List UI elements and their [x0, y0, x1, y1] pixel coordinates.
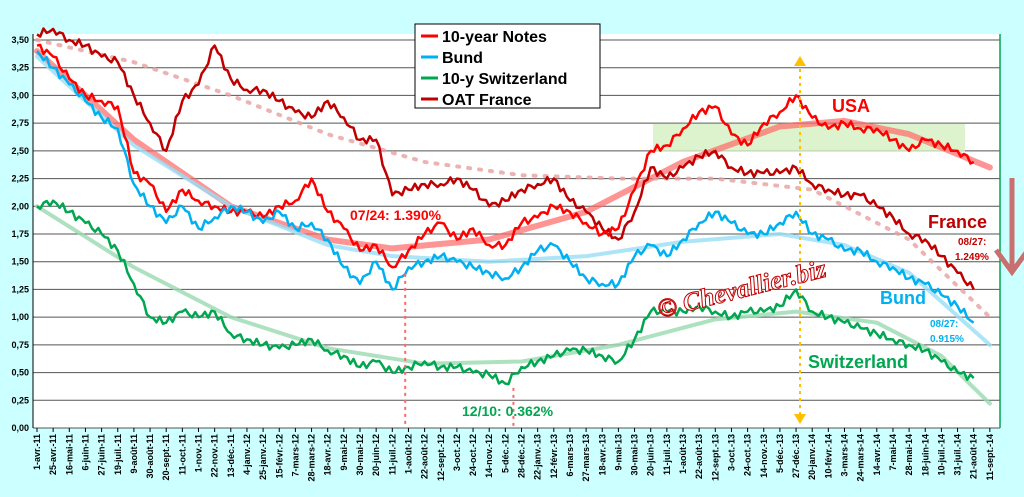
up-arrow-icon: [794, 56, 806, 66]
x-tick-label: 22-janv.-13: [533, 434, 543, 480]
x-tick-label: 20-janv.-14: [807, 434, 817, 480]
x-tick-label: 25-janv.-12: [258, 434, 268, 480]
x-tick-label: 6-juin-11: [80, 434, 90, 471]
x-tick-label: 30-mai-12: [355, 434, 365, 476]
x-tick-label: 24-oct.-13: [743, 434, 753, 476]
x-tick-label: 9-mai-12: [339, 434, 349, 471]
x-tick-label: 7-mai-14: [888, 434, 898, 471]
switzerland-label: Switzerland: [808, 352, 908, 372]
x-tick-label: 11-juil.-13: [662, 434, 672, 475]
x-tick-label: 22-août-13: [694, 434, 704, 479]
y-tick-label: 1,25: [11, 284, 29, 294]
legend: [414, 23, 601, 109]
x-tick-label: 7-mars-12: [290, 434, 300, 477]
x-tick-label: 4-janv.-12: [242, 434, 252, 475]
x-tick-label: 27-mars-13: [581, 434, 591, 482]
y-tick-label: 0,50: [11, 368, 29, 378]
x-tick-label: 1-nov.-11: [194, 434, 204, 472]
x-tick-label: 3-oct.-12: [452, 434, 462, 471]
x-tick-label: 20-juin-12: [371, 434, 381, 476]
x-tick-label: 12-févr.-13: [549, 434, 559, 479]
x-tick-label: 20-sept.-11: [161, 434, 171, 481]
x-tick-label: 22-août-12: [420, 434, 430, 479]
series-line-oat-france: [36, 27, 975, 290]
x-tick-label: 30-août-11: [145, 434, 155, 479]
x-tick-label: 1-août-12: [403, 434, 413, 474]
x-tick-label: 11-oct.-11: [177, 434, 187, 475]
series-line-bund: [36, 50, 975, 324]
x-tick-label: 22-nov.-11: [210, 434, 220, 477]
y-tick-label: 3,50: [11, 35, 29, 45]
bund-label: Bund: [880, 288, 926, 308]
y-tick-label: 0,00: [11, 423, 29, 433]
x-tick-label: 31-juil.-14: [953, 434, 963, 476]
x-tick-label: 11-sept.-14: [985, 434, 995, 481]
bund-last-value: 0.915%: [930, 334, 964, 345]
x-tick-label: 10-févr.-14: [823, 434, 833, 479]
y-tick-label: 2,00: [11, 201, 29, 211]
x-tick-label: 27-déc.-13: [791, 434, 801, 478]
france-last-value: 1.249%: [955, 252, 989, 263]
x-tick-label: 9-août-11: [129, 434, 139, 474]
x-tick-label: 1-août-13: [678, 434, 688, 474]
x-tick-label: 1-avr.-11: [32, 434, 42, 470]
x-tick-label: 13-déc.-11: [226, 434, 236, 478]
x-tick-label: 21-août-14: [969, 434, 979, 479]
x-tick-label: 18-avr.-12: [323, 434, 333, 476]
france-last-date: 08/27:: [958, 237, 986, 248]
trend-line: [35, 204, 992, 406]
y-tick-label: 1,75: [11, 229, 29, 239]
legend-label: Bund: [442, 50, 483, 67]
x-tick-label: 18-avr.-13: [597, 434, 607, 476]
ch-low-annotation: 12/10: 0.362%: [462, 403, 554, 419]
series-line-10-y-switzerland: [36, 199, 975, 386]
series-line-10-year-notes: [36, 43, 975, 269]
y-tick-label: 2,75: [11, 118, 29, 128]
y-tick-label: 0,25: [11, 395, 29, 405]
x-tick-label: 28-mars-12: [307, 434, 317, 482]
y-tick-label: 2,50: [11, 146, 29, 156]
x-tick-label: 28-déc.-12: [517, 434, 527, 478]
x-tick-label: 12-sept.-13: [710, 434, 720, 481]
x-tick-label: 9-mai-13: [613, 434, 623, 471]
big-down-arrow: [993, 178, 1024, 277]
x-tick-label: 15-févr.-12: [274, 434, 284, 479]
x-tick-label: 6-mars-13: [565, 434, 575, 477]
x-tick-label: 24-mars-14: [856, 434, 866, 482]
y-tick-label: 1,50: [11, 257, 29, 267]
x-tick-label: 20-juin-13: [646, 434, 656, 476]
us-low-annotation: 07/24: 1.390%: [350, 207, 442, 223]
y-tick-label: 0,75: [11, 340, 29, 350]
legend-label: 10-y Switzerland: [442, 71, 567, 88]
x-tick-label: 10-juil.-14: [936, 434, 946, 476]
x-tick-label: 11-juil.-12: [387, 434, 397, 475]
x-tick-label: 14-avr.-14: [872, 434, 882, 476]
x-tick-label: 5-déc.-12: [500, 434, 510, 473]
x-tick-label: 27-juin-11: [97, 434, 107, 476]
y-tick-label: 2,25: [11, 174, 29, 184]
x-tick-label: 24-oct.-12: [468, 434, 478, 476]
x-tick-label: 3-mars-14: [840, 434, 850, 477]
x-tick-label: 18-juin-14: [920, 434, 930, 476]
x-tick-label: 5-déc.-13: [775, 434, 785, 473]
x-tick-label: 14-nov.-12: [484, 434, 494, 478]
down-arrow-icon: [794, 414, 806, 424]
france-label: France: [928, 212, 987, 232]
y-tick-label: 3,00: [11, 90, 29, 100]
x-tick-label: 16-mai-11: [64, 434, 74, 475]
usa-label: USA: [832, 96, 870, 116]
x-tick-label: 3-oct.-13: [726, 434, 736, 471]
x-tick-label: 12-sept.-12: [436, 434, 446, 481]
x-tick-label: 28-mai-14: [904, 434, 914, 476]
bund-last-date: 08/27:: [930, 319, 958, 330]
y-tick-label: 3,25: [11, 63, 29, 73]
legend-label: OAT France: [442, 92, 532, 109]
y-tick-label: 1,00: [11, 312, 29, 322]
legend-label: 10-year Notes: [442, 29, 547, 46]
x-tick-label: 25-avr.-11: [48, 434, 58, 475]
x-tick-label: 30-mai-13: [630, 434, 640, 476]
x-tick-label: 14-nov.-13: [759, 434, 769, 478]
x-tick-label: 19-juil.-11: [113, 434, 123, 475]
